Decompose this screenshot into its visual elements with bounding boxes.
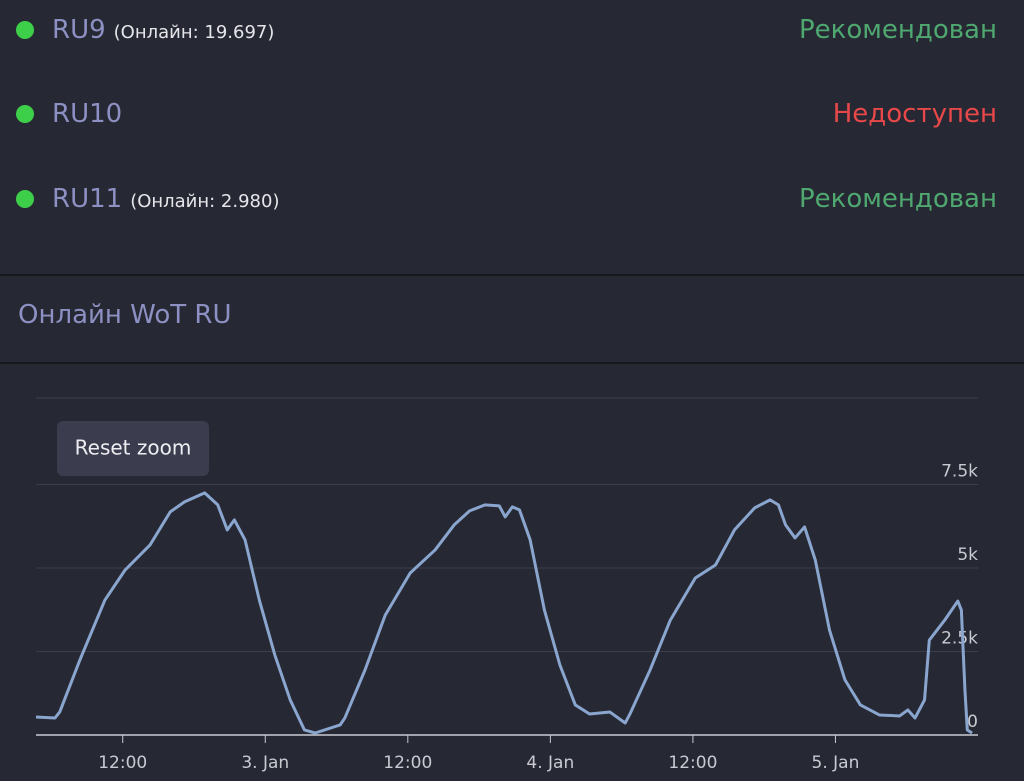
server-name-text: RU9 <box>52 15 106 45</box>
x-tick-label: 3. Jan <box>241 753 289 773</box>
server-row: RU10 Недоступен <box>0 94 1024 134</box>
online-count: (Онлайн: 2.980) <box>130 191 280 212</box>
x-tick-label: 4. Jan <box>526 753 574 773</box>
online-count: (Онлайн: 19.697) <box>113 22 275 43</box>
reset-zoom-label[interactable]: Reset zoom <box>75 436 192 460</box>
reset-zoom-button[interactable] <box>57 421 209 476</box>
y-tick-label: 7.5k <box>941 462 978 482</box>
server-name-text: RU11 <box>52 184 123 214</box>
status-dot <box>16 105 34 123</box>
x-tick-label: 5. Jan <box>812 753 860 773</box>
y-tick-label: 0 <box>967 712 978 732</box>
server-row: RU11 (Онлайн: 2.980) Рекомендован <box>0 179 1024 219</box>
divider <box>0 362 1024 364</box>
y-tick-label: 2.5k <box>941 629 978 649</box>
server-status: Рекомендован <box>798 15 997 45</box>
x-tick-label: 12:00 <box>383 753 432 773</box>
server-status: Рекомендован <box>798 184 997 214</box>
status-dot <box>16 190 34 208</box>
server-name: RU11 (Онлайн: 2.980) <box>52 184 280 214</box>
line-series <box>35 491 973 735</box>
server-name: RU9 (Онлайн: 19.697) <box>52 15 274 45</box>
x-tick-label: 12:00 <box>98 753 147 773</box>
server-row: RU9 (Онлайн: 19.697) Рекомендован <box>0 10 1024 50</box>
server-name: RU10 <box>52 99 122 129</box>
y-tick-label: 5k <box>957 545 978 565</box>
status-dot <box>16 21 34 39</box>
server-name-text: RU10 <box>52 99 123 129</box>
server-status: Недоступен <box>832 99 997 129</box>
divider <box>0 274 1024 276</box>
section-title: Онлайн WoT RU <box>18 300 232 330</box>
x-tick-label: 12:00 <box>668 753 717 773</box>
